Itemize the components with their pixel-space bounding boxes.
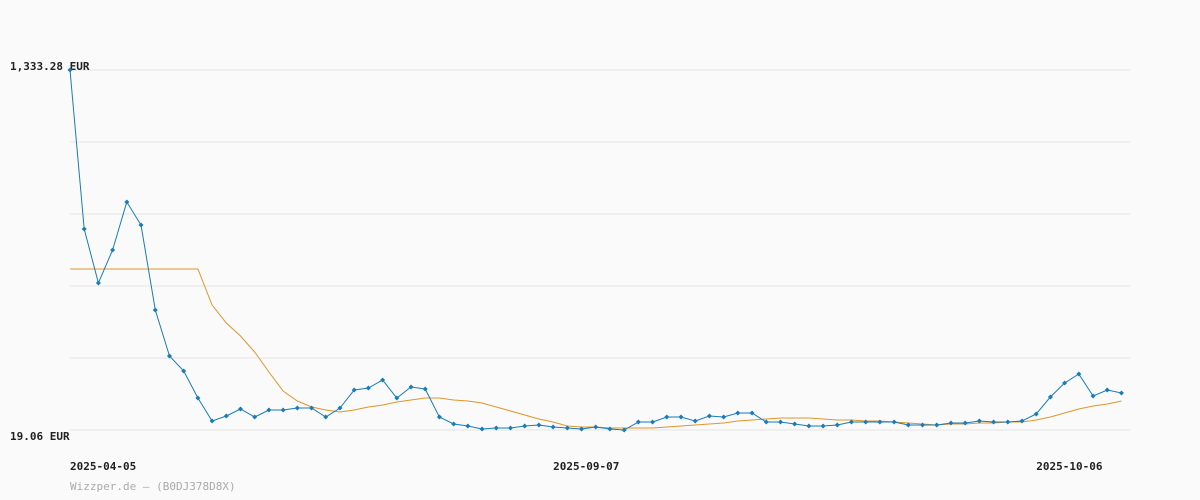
point-marker xyxy=(252,414,258,420)
point-marker xyxy=(664,414,670,420)
point-marker xyxy=(877,419,883,425)
point-marker xyxy=(749,410,755,416)
point-marker xyxy=(820,423,826,429)
point-marker xyxy=(1047,394,1053,400)
point-marker xyxy=(209,418,215,424)
point-marker xyxy=(962,420,968,426)
y-tick-label: 1,333.28 EUR xyxy=(10,60,90,73)
point-marker xyxy=(792,421,798,427)
point-marker xyxy=(323,414,329,420)
point-marker xyxy=(607,426,613,432)
point-marker xyxy=(891,419,897,425)
point-marker xyxy=(493,425,499,431)
point-marker xyxy=(1090,393,1096,399)
x-tick-label: 2025-10-06 xyxy=(1036,460,1103,473)
point-marker xyxy=(110,247,116,253)
point-marker xyxy=(238,406,244,412)
point-marker xyxy=(337,405,343,411)
point-marker xyxy=(550,424,556,430)
point-marker xyxy=(1076,371,1082,377)
point-marker xyxy=(579,426,585,432)
point-marker xyxy=(777,419,783,425)
point-marker xyxy=(635,419,641,425)
footer: Wizzper.de – (B0DJ378D8X) xyxy=(70,480,236,493)
point-marker xyxy=(436,414,442,420)
point-marker xyxy=(934,422,940,428)
point-marker xyxy=(834,422,840,428)
point-marker xyxy=(309,405,315,411)
point-marker xyxy=(294,405,300,411)
point-marker xyxy=(181,368,187,374)
point-marker xyxy=(735,410,741,416)
point-marker xyxy=(806,423,812,429)
point-marker xyxy=(1062,380,1068,386)
point-marker xyxy=(948,420,954,426)
point-marker xyxy=(706,413,712,419)
point-marker xyxy=(422,386,428,392)
point-marker xyxy=(1118,390,1124,396)
point-marker xyxy=(1033,411,1039,417)
point-marker xyxy=(1005,419,1011,425)
point-marker xyxy=(394,395,400,401)
point-marker xyxy=(593,424,599,430)
point-marker xyxy=(408,384,414,390)
point-marker xyxy=(166,353,172,359)
point-marker xyxy=(863,419,869,425)
point-marker xyxy=(507,425,513,431)
series-line xyxy=(70,268,1122,429)
point-marker xyxy=(223,413,229,419)
point-marker xyxy=(280,407,286,413)
y-tick-label: 19.06 EUR xyxy=(10,430,70,443)
point-marker xyxy=(95,280,101,286)
point-marker xyxy=(678,414,684,420)
point-marker xyxy=(138,222,144,228)
point-marker xyxy=(380,377,386,383)
point-marker xyxy=(465,423,471,429)
point-marker xyxy=(351,387,357,393)
x-tick-label: 2025-09-07 xyxy=(553,460,619,473)
point-marker xyxy=(564,425,570,431)
point-marker xyxy=(195,395,201,401)
point-marker xyxy=(650,419,656,425)
point-marker xyxy=(479,426,485,432)
point-marker xyxy=(1019,418,1025,424)
point-marker xyxy=(920,422,926,428)
point-marker xyxy=(451,421,457,427)
point-marker xyxy=(976,418,982,424)
point-marker xyxy=(67,67,73,73)
point-marker xyxy=(763,419,769,425)
point-marker xyxy=(365,385,371,391)
point-marker xyxy=(905,422,911,428)
x-tick-label: 2025-04-05 xyxy=(70,460,136,473)
point-marker xyxy=(849,419,855,425)
point-marker xyxy=(991,419,997,425)
point-marker xyxy=(522,423,528,429)
point-marker xyxy=(152,307,158,313)
point-marker xyxy=(621,427,627,433)
point-marker xyxy=(721,414,727,420)
point-marker xyxy=(266,407,272,413)
point-marker xyxy=(536,422,542,428)
point-marker xyxy=(81,226,87,232)
point-marker xyxy=(1104,387,1110,393)
point-marker xyxy=(124,199,130,205)
series-line xyxy=(69,69,1122,431)
point-marker xyxy=(692,418,698,424)
